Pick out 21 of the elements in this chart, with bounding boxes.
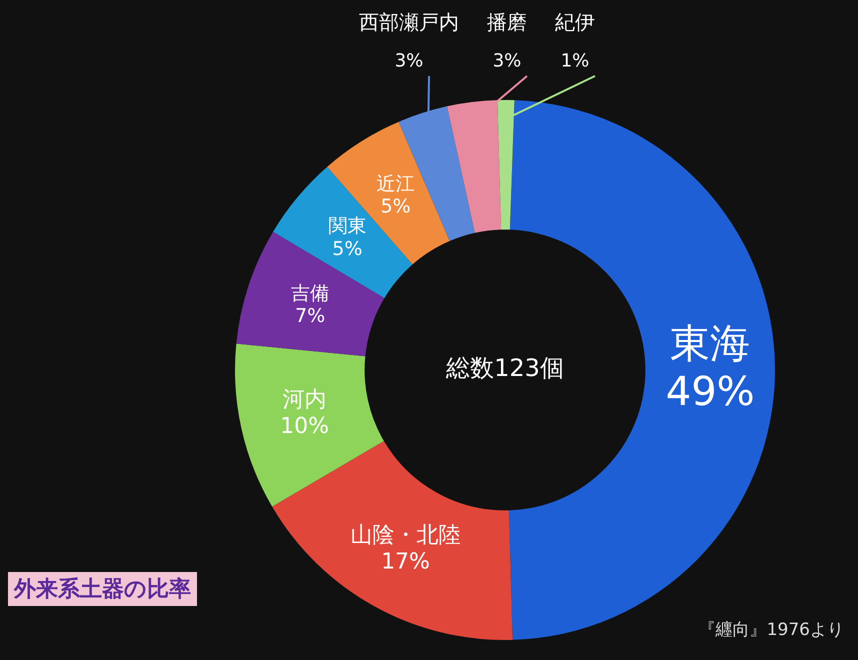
slice-label: 紀伊 bbox=[555, 10, 595, 34]
text: 総数123個 bbox=[445, 354, 564, 382]
slice-label: 山陰・北陸 bbox=[350, 522, 461, 548]
text: 外来系土器の比率 bbox=[8, 572, 197, 606]
text: 『纒向』1976より bbox=[698, 619, 844, 641]
data-label: 3% bbox=[394, 50, 424, 72]
data-label: 7% bbox=[294, 305, 326, 328]
data-label: 10% bbox=[280, 414, 330, 439]
data-label: 5% bbox=[332, 238, 362, 260]
slice-label: 西部瀬戸内 bbox=[359, 10, 459, 34]
data-label: 5% bbox=[380, 196, 411, 218]
data-label: 49% bbox=[666, 369, 755, 416]
data-label: 17% bbox=[381, 549, 430, 574]
slice-label: 関東 bbox=[328, 215, 366, 238]
slice-label: 吉備 bbox=[291, 282, 330, 304]
slice-label: 東海 bbox=[670, 321, 750, 368]
slice-label: 河内 bbox=[282, 388, 327, 413]
slice-label: 播磨 bbox=[487, 10, 527, 34]
slice-label: 近江 bbox=[376, 172, 415, 195]
data-label: 1% bbox=[560, 50, 590, 72]
data-label: 3% bbox=[492, 50, 522, 72]
